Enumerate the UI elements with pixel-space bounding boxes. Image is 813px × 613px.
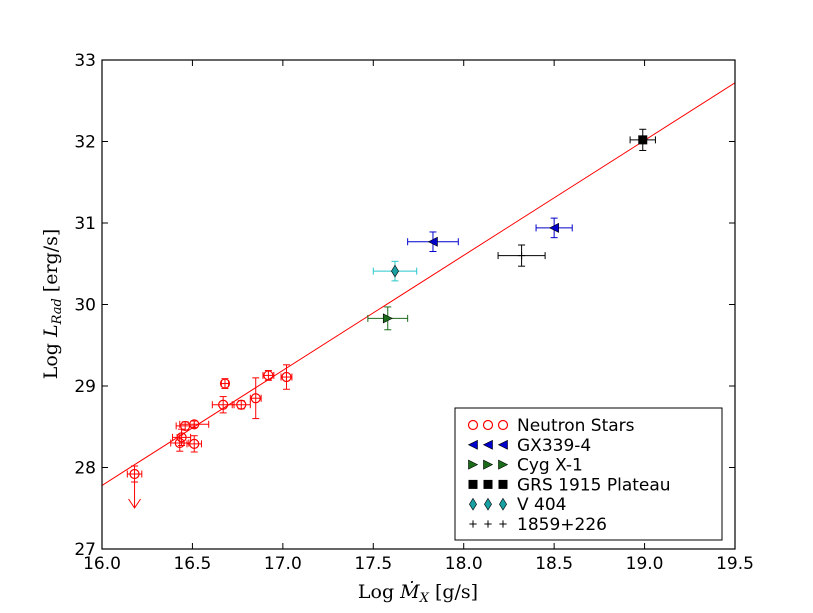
legend-entry: GX339-4 [467,436,591,456]
data-point [211,396,235,414]
marker-square [483,479,493,489]
data-point [219,378,231,389]
marker-square [498,479,508,489]
data-point [249,377,262,420]
y-axis-label: Log LRad [erg/s] [40,229,65,380]
marker-triangle-left [548,222,559,233]
marker-circle [189,419,200,430]
y-tick-label: 33 [74,51,96,71]
legend-entry: GRS 1915 Plateau [468,475,671,495]
legend-label: Cyg X-1 [517,456,583,476]
legend-box [454,407,723,541]
legend-label: 1859+226 [517,515,607,535]
legend-label: GX339-4 [517,436,591,456]
fit-line [102,82,735,486]
legend-label: Neutron Stars [517,416,635,436]
data-point [179,419,210,430]
marker-triangle-right [468,459,479,470]
marker-triangle-left [482,439,493,450]
marker-circle [263,370,274,381]
data-point [535,217,573,239]
y-tick-label: 32 [74,133,96,153]
marker-circle [129,468,140,480]
marker-triangle-left [427,236,438,247]
legend-entry: V 404 [469,495,566,515]
y-tick-label: 30 [74,296,96,316]
marker-circle [174,437,185,449]
marker-triangle-right [498,459,509,470]
marker-circle [176,432,187,443]
axis-ticks-layer: 16.0 16.5 17.0 17.5 18.0 18.5 19.0 19.5 27 28 29 30… [74,51,754,574]
x-axis-label: Log ṀX [g/s] [358,580,478,606]
marker-circle [250,393,261,404]
marker-circle [482,419,494,431]
marker-diamond [499,497,507,511]
fit-line-layer [102,82,735,486]
x-tick-label: 18.0 [445,554,483,574]
legend-label: GRS 1915 Plateau [517,475,671,495]
data-point [629,128,656,151]
marker-triangle-right [382,313,393,324]
y-tick-label: 28 [74,459,96,479]
marker-triangle-left [497,439,508,450]
legend-entry: Neutron Stars [467,416,635,436]
data-point [172,428,192,446]
marker-diamond [469,497,477,511]
data-point [372,260,418,282]
x-tick-label: 16.0 [83,554,121,574]
x-tick-label: 17.0 [264,554,302,574]
marker-circle [497,419,509,431]
marker-circle [467,419,479,431]
data-points-layer [126,128,656,509]
y-tick-label: 27 [74,540,96,560]
marker-triangle-left [467,439,478,450]
marker-square [638,135,648,145]
marker-circle [219,378,231,389]
data-point [231,399,251,410]
data-point [186,435,202,453]
data-point [497,244,546,267]
marker-circle [218,399,229,410]
marker-diamond [484,497,492,511]
data-point [367,306,409,331]
x-tick-label: 17.5 [354,554,392,574]
data-point [407,231,459,253]
marker-square [468,479,478,489]
marker-circle [189,438,200,449]
marker-circle [281,371,292,383]
x-tick-label: 18.5 [535,554,573,574]
y-tick-label: 31 [74,214,96,234]
marker-diamond [391,264,399,278]
data-point [280,364,293,390]
x-tick-label: 19.0 [626,554,664,574]
data-point [262,370,275,381]
x-tick-label: 16.5 [173,554,211,574]
marker-circle [236,399,247,410]
x-tick-label: 19.5 [716,554,754,574]
legend-entry: 1859+226 [469,515,607,535]
y-tick-label: 29 [74,377,96,397]
upper-limit-arrow-head [128,498,141,509]
data-point [126,465,143,509]
legend-label: V 404 [517,495,566,515]
legend-entry: Cyg X-1 [468,456,583,476]
marker-triangle-right [483,459,494,470]
